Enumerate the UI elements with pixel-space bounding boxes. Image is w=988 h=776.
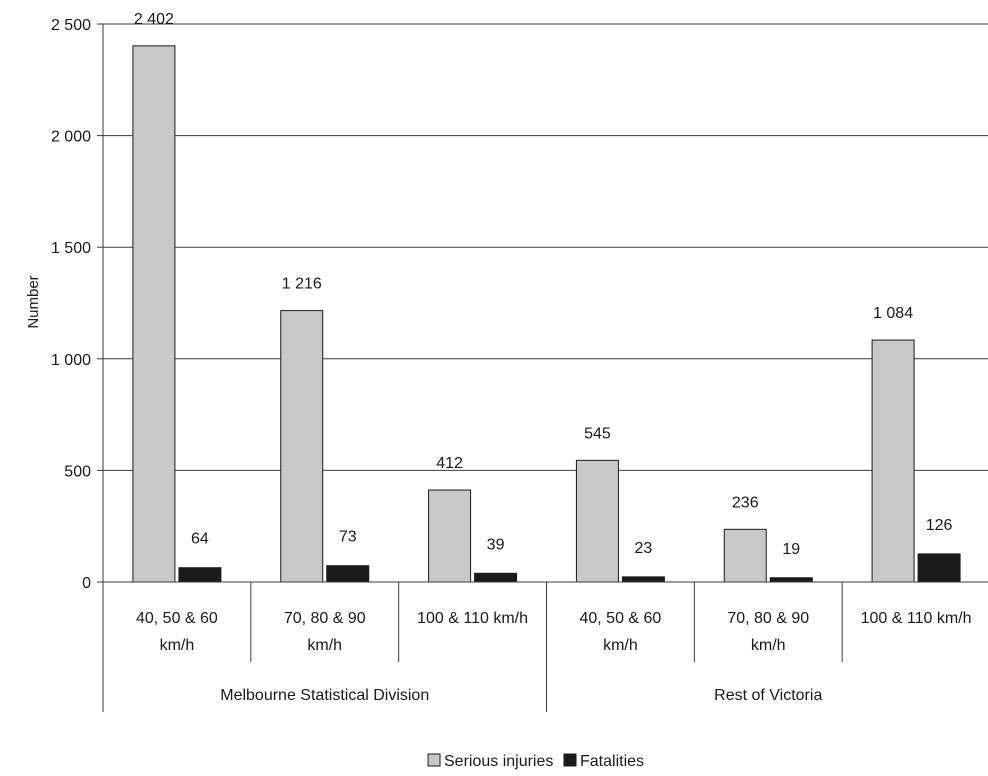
- data-label-fatalities: 23: [635, 540, 653, 557]
- bar-fatalities: [621, 576, 665, 583]
- y-tick-label: 500: [64, 463, 91, 480]
- bar-serious-injuries: [428, 489, 472, 583]
- data-label-serious-injuries: 1 216: [282, 276, 322, 293]
- bar-serious-injuries: [280, 310, 324, 583]
- y-tick-label: 0: [82, 575, 91, 592]
- x-tick-label: 70, 80 & 90: [284, 610, 366, 627]
- data-label-fatalities: 64: [191, 531, 209, 548]
- data-label-serious-injuries: 412: [436, 455, 463, 472]
- data-label-serious-injuries: 1 084: [873, 305, 913, 322]
- x-tick-label: 40, 50 & 60: [579, 610, 661, 627]
- data-label-serious-injuries: 545: [584, 425, 611, 442]
- group-label: Melbourne Statistical Division: [220, 687, 429, 704]
- y-tick-label: 2 500: [51, 17, 91, 34]
- y-axis-label: Number: [25, 275, 42, 328]
- legend-swatch-fatalities: [563, 753, 577, 767]
- bar-serious-injuries: [575, 459, 619, 583]
- bar-fatalities: [769, 577, 813, 583]
- x-tick-label: 40, 50 & 60: [136, 610, 218, 627]
- data-label-fatalities: 39: [487, 536, 505, 553]
- legend-label-serious-injuries: Serious injuries: [444, 753, 553, 770]
- bars: 2 402 1 216 412 545 236 1 084 64 73 39 23 19 126: [132, 11, 961, 583]
- data-label-fatalities: 19: [782, 541, 800, 558]
- data-label-serious-injuries: 236: [732, 494, 759, 511]
- bar-fatalities: [917, 553, 961, 583]
- bar-serious-injuries: [871, 339, 915, 583]
- data-label-serious-injuries: 2 402: [134, 11, 174, 28]
- bar-serious-injuries: [132, 45, 176, 583]
- x-tick-label: 100 & 110 km/h: [861, 610, 972, 627]
- x-tick-label: km/h: [751, 637, 786, 654]
- gridlines: [103, 23, 988, 471]
- data-label-fatalities: 126: [926, 517, 953, 534]
- legend-swatch-serious-injuries: [427, 753, 441, 767]
- x-tick-label: 70, 80 & 90: [727, 610, 809, 627]
- bar-fatalities: [326, 565, 370, 583]
- x-tick-label: km/h: [307, 637, 342, 654]
- y-axis: 0 500 1 000 1 500 2 000 2 500: [51, 17, 104, 592]
- y-tick-label: 1 500: [51, 240, 91, 257]
- y-tick-label: 1 000: [51, 352, 91, 369]
- y-tick-label: 2 000: [51, 129, 91, 146]
- bar-fatalities: [474, 572, 518, 583]
- bar-serious-injuries: [723, 528, 767, 583]
- legend-label-fatalities: Fatalities: [580, 753, 644, 770]
- legend: Serious injuries Fatalities: [427, 753, 644, 770]
- bar-fatalities: [178, 567, 222, 583]
- x-axis: 40, 50 & 60 km/h 70, 80 & 90 km/h 100 & 110 …: [102, 581, 988, 712]
- x-tick-label: 100 & 110 km/h: [417, 610, 528, 627]
- x-tick-label: km/h: [603, 637, 638, 654]
- group-label: Rest of Victoria: [714, 687, 822, 704]
- x-tick-label: km/h: [160, 637, 195, 654]
- data-label-fatalities: 73: [339, 529, 357, 546]
